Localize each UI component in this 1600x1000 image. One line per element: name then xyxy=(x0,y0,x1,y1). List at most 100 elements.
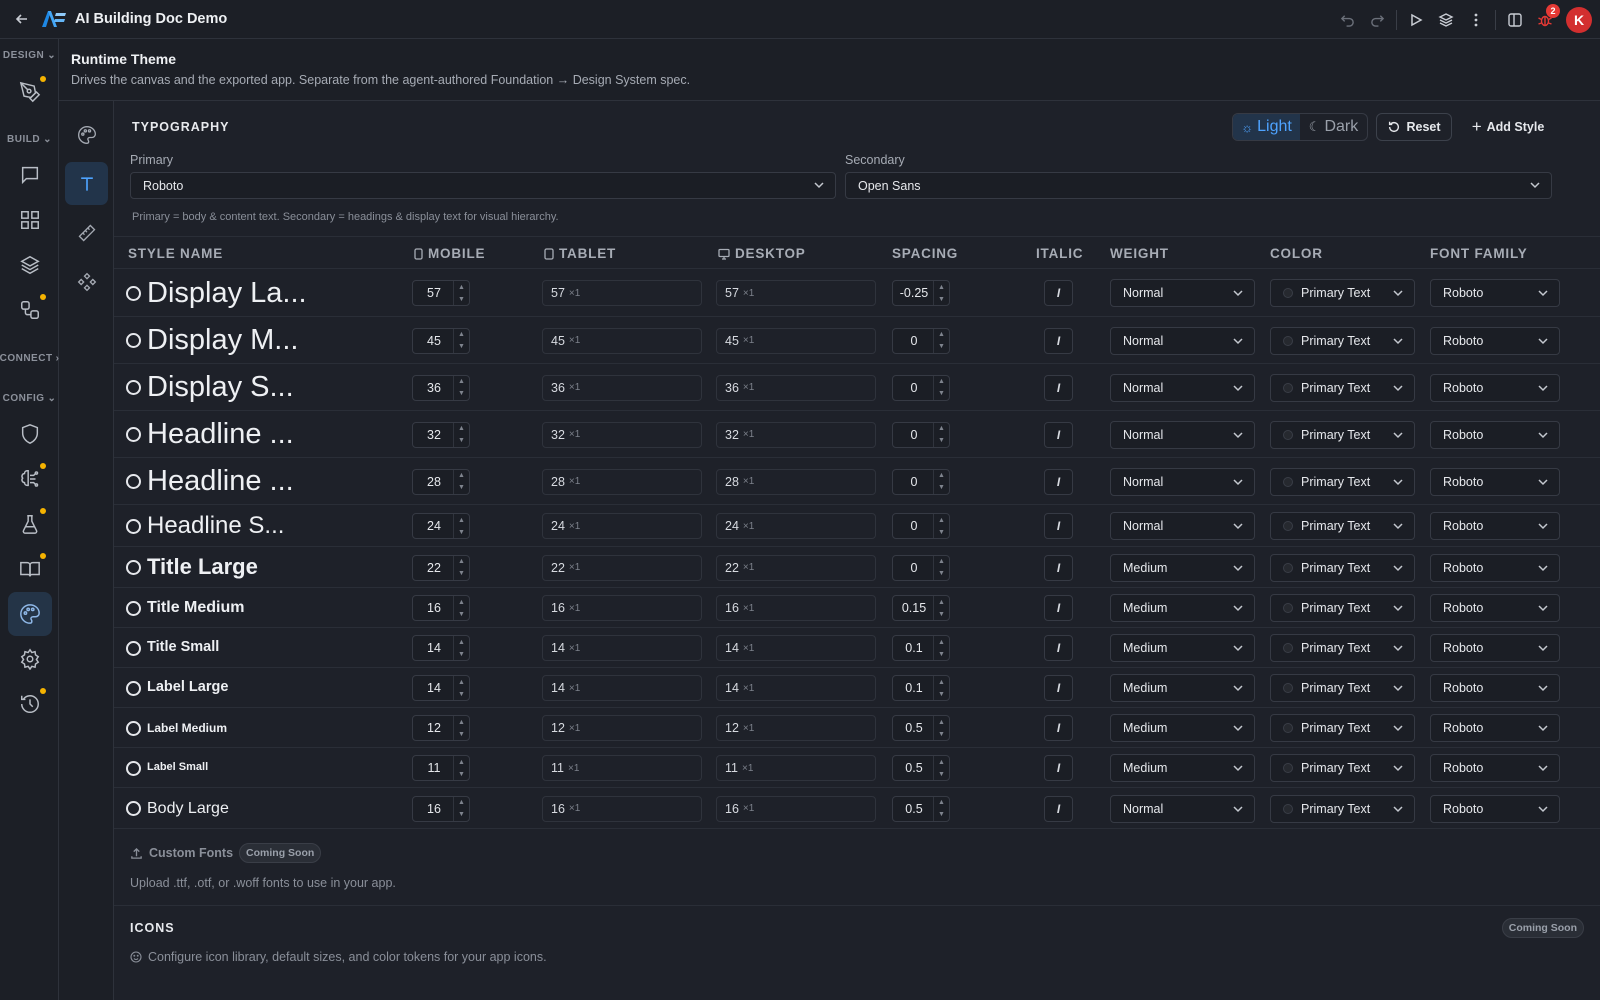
play-icon[interactable] xyxy=(1401,5,1431,35)
style-name[interactable]: Headline S... xyxy=(147,511,285,539)
italic-toggle[interactable]: I xyxy=(1044,635,1073,661)
increment-icon[interactable]: ▲ xyxy=(458,516,465,524)
style-name[interactable]: Headline ... xyxy=(147,418,294,451)
sidebar-item-docs[interactable] xyxy=(8,547,52,591)
font-family-select[interactable]: Roboto xyxy=(1430,674,1560,702)
mobile-size-input[interactable]: 16 ▲ ▼ xyxy=(412,595,470,621)
italic-toggle[interactable]: I xyxy=(1044,675,1073,701)
style-name[interactable]: Display M... xyxy=(147,324,299,357)
increment-icon[interactable]: ▲ xyxy=(938,598,945,606)
desktop-size-input[interactable]: 22 ×1 xyxy=(716,554,876,581)
subnav-typography[interactable] xyxy=(65,162,108,205)
tablet-size-input[interactable]: 24 ×1 xyxy=(542,513,702,539)
increment-icon[interactable]: ▲ xyxy=(938,283,945,291)
decrement-icon[interactable]: ▼ xyxy=(458,811,465,818)
tablet-size-input[interactable]: 11 ×1 xyxy=(542,755,702,781)
weight-select[interactable]: Medium xyxy=(1110,754,1255,782)
sidebar-item-design-pen[interactable] xyxy=(8,70,52,114)
desktop-size-input[interactable]: 12 ×1 xyxy=(716,715,876,741)
letter-spacing-input[interactable]: 0.5 ▲ ▼ xyxy=(892,755,950,781)
theme-light-option[interactable]: ☼ Light xyxy=(1233,114,1300,140)
increment-icon[interactable]: ▲ xyxy=(458,718,465,726)
tablet-size-input[interactable]: 14 ×1 xyxy=(542,635,702,661)
sidebar-item-testing[interactable] xyxy=(8,502,52,546)
style-select-radio[interactable] xyxy=(126,333,141,348)
color-select[interactable]: Primary Text xyxy=(1270,512,1415,540)
color-select[interactable]: Primary Text xyxy=(1270,326,1415,355)
tablet-size-input[interactable]: 12 ×1 xyxy=(542,715,702,741)
mobile-size-input[interactable]: 32 ▲ ▼ xyxy=(412,421,470,448)
sidebar-section-config[interactable]: CONFIG ⌄ xyxy=(2,393,57,404)
tablet-size-input[interactable]: 32 ×1 xyxy=(542,421,702,448)
sidebar-section-design[interactable]: DESIGN ⌄ xyxy=(2,50,57,61)
weight-select[interactable]: Normal xyxy=(1110,373,1255,402)
sidebar-item-layers[interactable] xyxy=(8,243,52,287)
bug-icon[interactable]: 2 xyxy=(1530,3,1560,35)
decrement-icon[interactable]: ▼ xyxy=(938,610,945,618)
style-select-radio[interactable] xyxy=(126,720,141,736)
tablet-size-input[interactable]: 57 ×1 xyxy=(542,280,702,306)
weight-select[interactable]: Medium xyxy=(1110,714,1255,742)
theme-dark-option[interactable]: ☾ Dark xyxy=(1308,118,1359,135)
decrement-icon[interactable]: ▼ xyxy=(938,770,945,778)
color-select[interactable]: Primary Text xyxy=(1270,794,1415,823)
tablet-size-input[interactable]: 16 ×1 xyxy=(542,595,702,621)
letter-spacing-input[interactable]: 0.1 ▲ ▼ xyxy=(892,635,950,661)
decrement-icon[interactable]: ▼ xyxy=(458,770,465,778)
decrement-icon[interactable]: ▼ xyxy=(938,650,945,658)
style-name[interactable]: Body Large xyxy=(147,799,229,817)
italic-toggle[interactable]: I xyxy=(1044,595,1073,621)
decrement-icon[interactable]: ▼ xyxy=(458,437,465,444)
mobile-size-input[interactable]: 16 ▲ ▼ xyxy=(412,795,470,822)
layers-icon[interactable] xyxy=(1431,5,1461,35)
tablet-size-input[interactable]: 22 ×1 xyxy=(542,554,702,581)
style-select-radio[interactable] xyxy=(126,518,141,534)
sidebar-section-build[interactable]: BUILD ⌄ xyxy=(7,134,52,145)
italic-toggle[interactable]: I xyxy=(1044,554,1073,581)
font-family-select[interactable]: Roboto xyxy=(1430,326,1560,355)
letter-spacing-input[interactable]: 0 ▲ ▼ xyxy=(892,468,950,495)
desktop-size-input[interactable]: 36 ×1 xyxy=(716,374,876,401)
increment-icon[interactable]: ▲ xyxy=(938,638,945,646)
decrement-icon[interactable]: ▼ xyxy=(458,650,465,658)
increment-icon[interactable]: ▲ xyxy=(938,378,945,385)
redo-icon[interactable] xyxy=(1362,5,1392,35)
font-family-select[interactable]: Roboto xyxy=(1430,794,1560,823)
font-family-select[interactable]: Roboto xyxy=(1430,279,1560,307)
weight-select[interactable]: Normal xyxy=(1110,279,1255,307)
font-family-select[interactable]: Roboto xyxy=(1430,373,1560,402)
color-select[interactable]: Primary Text xyxy=(1270,279,1415,307)
letter-spacing-input[interactable]: 0.5 ▲ ▼ xyxy=(892,795,950,822)
letter-spacing-input[interactable]: 0.15 ▲ ▼ xyxy=(892,595,950,621)
color-select[interactable]: Primary Text xyxy=(1270,674,1415,702)
tablet-size-input[interactable]: 45 ×1 xyxy=(542,327,702,354)
italic-toggle[interactable]: I xyxy=(1044,374,1073,401)
add-style-button[interactable]: + Add Style xyxy=(1471,117,1545,136)
decrement-icon[interactable]: ▼ xyxy=(938,528,945,536)
font-family-select[interactable]: Roboto xyxy=(1430,634,1560,662)
color-select[interactable]: Primary Text xyxy=(1270,467,1415,496)
style-select-radio[interactable] xyxy=(126,600,141,616)
style-name[interactable]: Label Small xyxy=(147,761,209,774)
letter-spacing-input[interactable]: -0.25 ▲ ▼ xyxy=(892,280,950,306)
letter-spacing-input[interactable]: 0.1 ▲ ▼ xyxy=(892,675,950,701)
style-select-radio[interactable] xyxy=(126,801,141,816)
style-name[interactable]: Label Medium xyxy=(147,720,228,735)
decrement-icon[interactable]: ▼ xyxy=(938,437,945,444)
tablet-size-input[interactable]: 28 ×1 xyxy=(542,468,702,495)
increment-icon[interactable]: ▲ xyxy=(458,472,465,479)
decrement-icon[interactable]: ▼ xyxy=(458,570,465,577)
color-select[interactable]: Primary Text xyxy=(1270,420,1415,449)
italic-toggle[interactable]: I xyxy=(1044,513,1073,539)
decrement-icon[interactable]: ▼ xyxy=(458,390,465,397)
secondary-font-select[interactable]: Open Sans xyxy=(845,172,1552,199)
font-family-select[interactable]: Roboto xyxy=(1430,467,1560,496)
italic-toggle[interactable]: I xyxy=(1044,468,1073,495)
font-family-select[interactable]: Roboto xyxy=(1430,714,1560,742)
decrement-icon[interactable]: ▼ xyxy=(938,570,945,577)
mobile-size-input[interactable]: 22 ▲ ▼ xyxy=(412,554,470,581)
more-vertical-icon[interactable] xyxy=(1461,5,1491,35)
increment-icon[interactable]: ▲ xyxy=(938,558,945,565)
weight-select[interactable]: Normal xyxy=(1110,794,1255,823)
increment-icon[interactable]: ▲ xyxy=(458,598,465,606)
